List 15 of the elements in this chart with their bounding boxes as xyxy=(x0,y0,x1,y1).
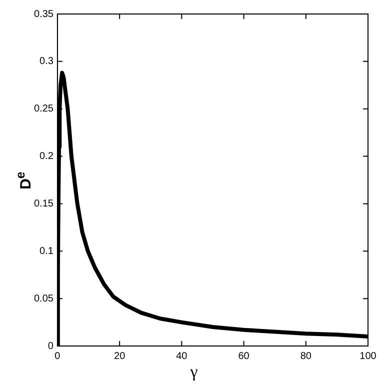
x-tick-label: 40 xyxy=(176,350,188,362)
x-tick-label: 0 xyxy=(54,350,61,362)
x-tick-label: 20 xyxy=(114,350,126,362)
y-tick-label: 0.05 xyxy=(34,293,54,304)
y-tick-label: 0.15 xyxy=(34,198,54,210)
x-tick-label: 100 xyxy=(360,350,377,362)
y-tick-label: 0.1 xyxy=(40,246,54,257)
x-tick-label: 80 xyxy=(300,350,312,362)
y-tick-label: 0.3 xyxy=(40,56,54,68)
x-axis-title: γ xyxy=(189,362,199,382)
y-tick-label: 0.2 xyxy=(40,151,54,162)
x-tick-label: 60 xyxy=(238,350,250,362)
y-tick-label: 0.35 xyxy=(34,8,54,20)
y-tick-label: 0 xyxy=(48,340,54,352)
y-tick-label: 0.25 xyxy=(34,104,54,115)
